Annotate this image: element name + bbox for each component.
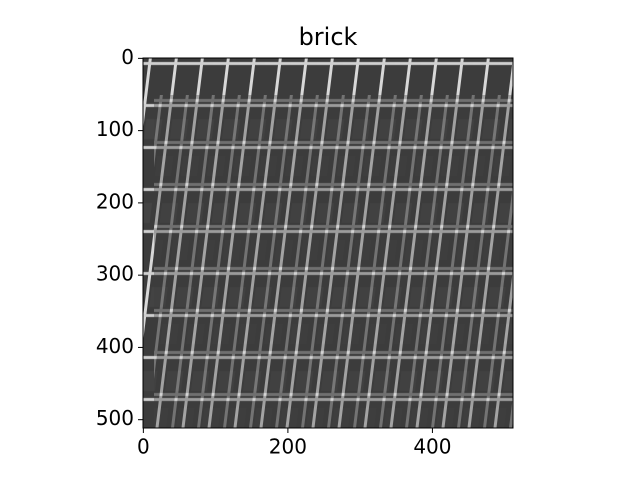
y-tick-label: 500 [96, 406, 134, 430]
image [143, 58, 513, 428]
y-tick-label: 100 [96, 117, 134, 141]
y-tick-label: 400 [96, 334, 134, 358]
x-tick-label: 0 [137, 435, 150, 459]
chart-title: brick [299, 23, 358, 51]
x-tick-label: 200 [269, 435, 307, 459]
y-tick-label: 0 [121, 45, 134, 69]
x-tick-label: 400 [413, 435, 451, 459]
y-tick-label: 200 [96, 189, 134, 213]
y-tick-label: 300 [96, 262, 134, 286]
axes-frame [142, 57, 514, 429]
